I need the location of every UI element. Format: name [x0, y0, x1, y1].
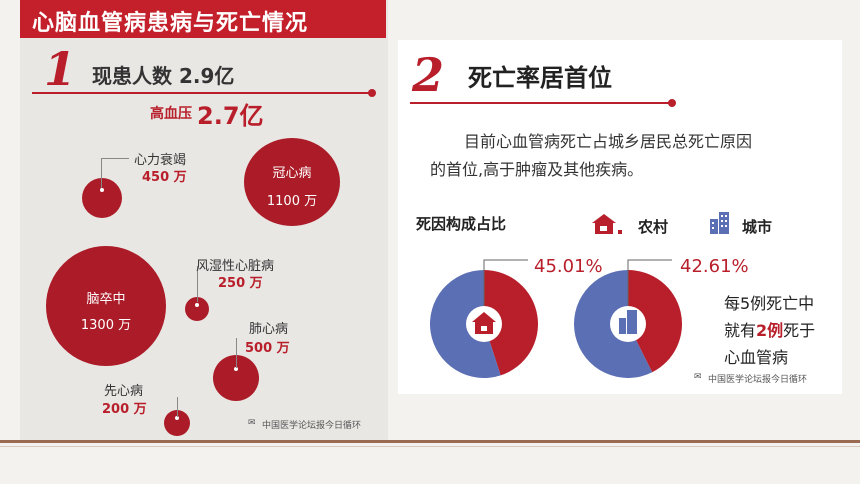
pie-buildings-icon	[619, 310, 637, 334]
section-2-rule-dot	[668, 99, 676, 107]
rheumatic-dot	[195, 303, 199, 307]
section-1-rule-dot	[368, 89, 376, 97]
house-icon	[592, 214, 622, 234]
fact-line-3: 心血管病	[724, 348, 789, 367]
congenital-value: 200 万	[102, 402, 147, 417]
patients-count: 现患人数 2.9亿	[92, 64, 235, 88]
stroke-name: 脑卒中	[86, 292, 126, 307]
pulmonary-dot	[234, 367, 238, 371]
title-bar: 心脑血管病患病与死亡情况	[20, 0, 386, 38]
legend-urban: 城市	[742, 218, 773, 236]
watermark-left: 中国医学论坛报今日循环	[262, 421, 362, 431]
chart-title: 死因构成占比	[416, 215, 507, 233]
fact-line-2: 就有2例死于	[724, 317, 815, 344]
description-line-2: 的首位,高于肿瘤及其他疾病。	[430, 160, 644, 179]
pie-house-icon	[472, 312, 496, 334]
heart-failure-leader	[101, 158, 102, 188]
wechat-icon: ✉	[694, 372, 702, 382]
buildings-icon	[710, 212, 729, 234]
rural-percent: 45.01%	[534, 256, 603, 277]
death-cause-pie-charts	[429, 259, 682, 378]
pulmonary-leader	[236, 338, 237, 368]
watermark-right: 中国医学论坛报今日循环	[708, 375, 808, 385]
coronary-name: 冠心病	[272, 166, 312, 181]
rheumatic-leader	[197, 266, 198, 302]
stroke-bubble	[46, 246, 166, 366]
hypertension-value: 2.7亿	[197, 102, 264, 130]
congenital-name: 先心病	[104, 384, 144, 399]
fact-highlight: 2例	[756, 321, 784, 340]
page-title: 心脑血管病患病与死亡情况	[32, 11, 309, 36]
bottom-rule	[0, 440, 860, 443]
section-2-title: 死亡率居首位	[468, 64, 612, 92]
pie-0-leader	[483, 259, 528, 306]
coronary-bubble	[244, 138, 340, 226]
fact-post: 死于	[783, 321, 816, 340]
legend-rural: 农村	[638, 218, 669, 236]
congenital-leader	[177, 397, 178, 417]
fact-pre: 就有	[724, 321, 757, 340]
pulmonary-name: 肺心病	[249, 322, 289, 337]
section-1-rule	[32, 92, 372, 94]
description-line-1: 目前心血管病死亡占城乡居民总死亡原因	[464, 132, 753, 151]
left-panel	[20, 0, 388, 442]
section-number-1: 1	[44, 42, 77, 96]
urban-percent: 42.61%	[680, 256, 749, 277]
pie-1-leader	[627, 259, 672, 306]
fact-line-1: 每5例死亡中	[724, 294, 815, 313]
coronary-value: 1100 万	[266, 194, 318, 209]
heart-failure-value: 450 万	[142, 170, 187, 185]
rheumatic-name: 风湿性心脏病	[196, 259, 275, 274]
pie-0-slice-1	[429, 270, 501, 378]
heart-failure-bubble	[82, 178, 122, 218]
wechat-icon: ✉	[248, 418, 256, 428]
heart-failure-name: 心力衰竭	[134, 153, 187, 168]
hypertension-label: 高血压	[150, 106, 192, 122]
bottom-rule-thin	[0, 446, 860, 447]
heart-failure-leader-h	[101, 158, 129, 159]
pie-1-slice-0	[628, 270, 682, 373]
heart-failure-dot	[100, 188, 104, 192]
rheumatic-value: 250 万	[218, 276, 263, 291]
congenital-dot	[175, 416, 179, 420]
stroke-value: 1300 万	[80, 318, 132, 333]
section-2-rule	[410, 102, 672, 104]
section-number-2: 2	[412, 48, 445, 102]
pulmonary-value: 500 万	[245, 341, 290, 356]
pie-0-slice-0	[484, 270, 538, 376]
